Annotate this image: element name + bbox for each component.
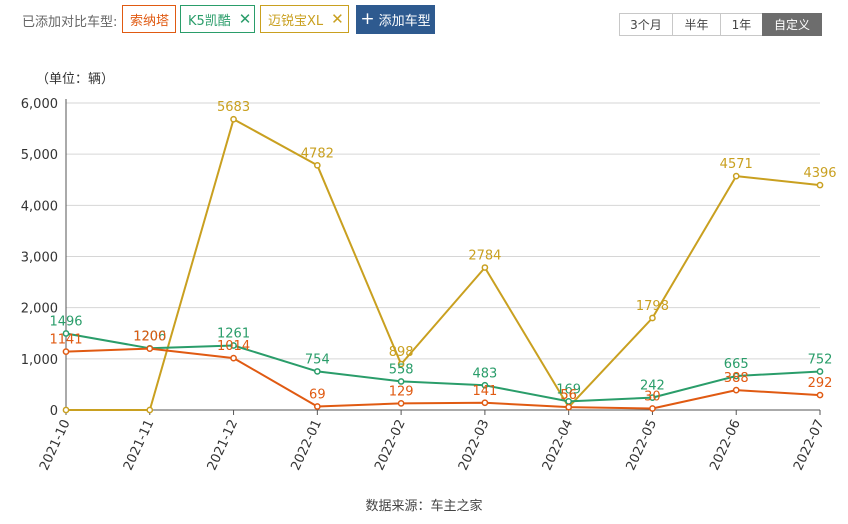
data-point [397,378,405,385]
data-label: 292 [808,376,833,391]
data-label: 1200 [133,330,166,345]
y-tick-label: 4,000 [21,199,58,214]
data-point [62,330,70,337]
model-tag-label: K5凯酷 [188,13,231,29]
model-tag-k5[interactable]: K5凯酷 ✕ [180,5,255,33]
range-option-1-year[interactable]: 1年 [720,13,763,36]
x-tick-label: 2021-10 [37,417,74,473]
data-point [146,406,154,414]
series-2: 1141 1200 1014 69 129 141 56 30 388 292 [49,330,833,412]
data-label: 388 [724,371,749,386]
added-models-label: 已添加对比车型: [22,15,118,30]
x-tick-label: 2022-05 [624,417,661,473]
data-point [62,406,70,414]
data-point [565,403,573,411]
x-tick-label: 2022-01 [288,417,325,473]
close-icon[interactable]: ✕ [331,10,344,28]
model-tag-malibu-xl[interactable]: 迈锐宝XL ✕ [260,5,349,33]
unit-label: （单位：辆） [36,72,114,87]
data-label: 4396 [803,166,836,181]
data-point [732,172,740,180]
y-tick-label: 6,000 [21,97,58,112]
plus-icon: + [360,9,375,29]
data-label: 129 [389,384,414,399]
data-source: 数据来源：车主之家 [365,499,483,514]
series-line [65,347,821,410]
data-point [481,264,489,271]
data-label: 242 [640,379,665,394]
model-tag-label: 索纳塔 [130,13,170,29]
add-model-button[interactable]: + 添加车型 [356,5,435,34]
data-point [816,391,824,399]
data-point [816,181,824,189]
data-point [230,342,237,349]
x-tick-label: 2022-03 [456,417,493,473]
data-label: 69 [309,387,326,402]
data-label: 5683 [217,100,250,115]
data-point [230,354,237,362]
data-label: 558 [389,362,414,377]
data-point [481,399,489,407]
data-label: 665 [724,357,749,372]
data-label: 56 [560,388,577,403]
model-tag-label: 迈锐宝XL [268,13,324,29]
range-option-3-months[interactable]: 3个月 [619,13,673,36]
x-tick-label: 2022-04 [540,417,577,473]
data-label: 169 [556,382,581,397]
data-point [230,115,237,123]
data-label: 141 [472,384,497,399]
comparison-toolbar: 已添加对比车型: 索纳塔 K5凯酷 ✕ 迈锐宝XL ✕ + 添加车型 3个月 半… [0,0,848,40]
x-tick-label: 2022-02 [372,417,409,473]
series-0: 5683 4782 898 2784 56 1798 4571 4396 [62,100,837,414]
data-label: 483 [472,366,497,381]
data-point [397,400,405,407]
data-point [62,348,70,355]
data-label: 4782 [301,146,334,161]
data-label: 2784 [468,249,501,264]
data-point [313,368,321,375]
data-point [397,360,405,368]
data-point [649,314,656,322]
add-model-label: 添加车型 [378,14,431,29]
series-line [65,332,821,403]
data-label: 1496 [49,314,82,329]
data-label: 30 [644,389,661,404]
x-tick-label: 2022-06 [707,417,744,473]
range-option-custom[interactable]: 自定义 [762,13,822,36]
x-tick-label: 2022-07 [791,417,828,473]
data-label: 1206 [133,329,166,344]
data-point [481,381,489,389]
range-option-half-year[interactable]: 半年 [672,13,721,36]
data-point [816,368,824,375]
x-tick-label: 2021-11 [121,417,158,473]
data-label: 1261 [217,326,250,341]
data-point [649,405,656,412]
y-tick-label: 1,000 [21,353,58,368]
y-tick-label: 0 [50,404,58,419]
series-1: 1496 1206 1261 754 558 483 169 242 665 752 [49,314,833,405]
data-label: 4571 [720,157,753,172]
close-icon[interactable]: ✕ [238,10,252,28]
model-tag-sonata[interactable]: 索纳塔 [122,5,176,33]
sales-line-chart: （单位：辆） 0 1,000 2,000 3,000 4,000 5,000 6,000 202… [21,72,837,473]
data-point [146,345,154,352]
data-label: 752 [808,353,833,368]
data-label: 56 [560,388,577,403]
time-range-selector: 3个月 半年 1年 自定义 [619,13,822,36]
data-point [732,372,740,380]
data-label: 754 [305,352,330,367]
data-label: 1014 [217,339,250,354]
data-point [313,403,321,410]
y-tick-label: 2,000 [21,302,58,317]
data-point [649,394,656,401]
series-line [66,118,821,411]
data-label: 1798 [636,299,669,314]
x-tick-label: 2021-12 [205,417,242,473]
data-label: 1141 [49,333,82,348]
y-tick-label: 5,000 [21,148,58,163]
data-point [313,161,321,169]
y-tick-label: 3,000 [21,251,58,266]
data-point [732,386,740,394]
data-label: 898 [389,345,414,360]
